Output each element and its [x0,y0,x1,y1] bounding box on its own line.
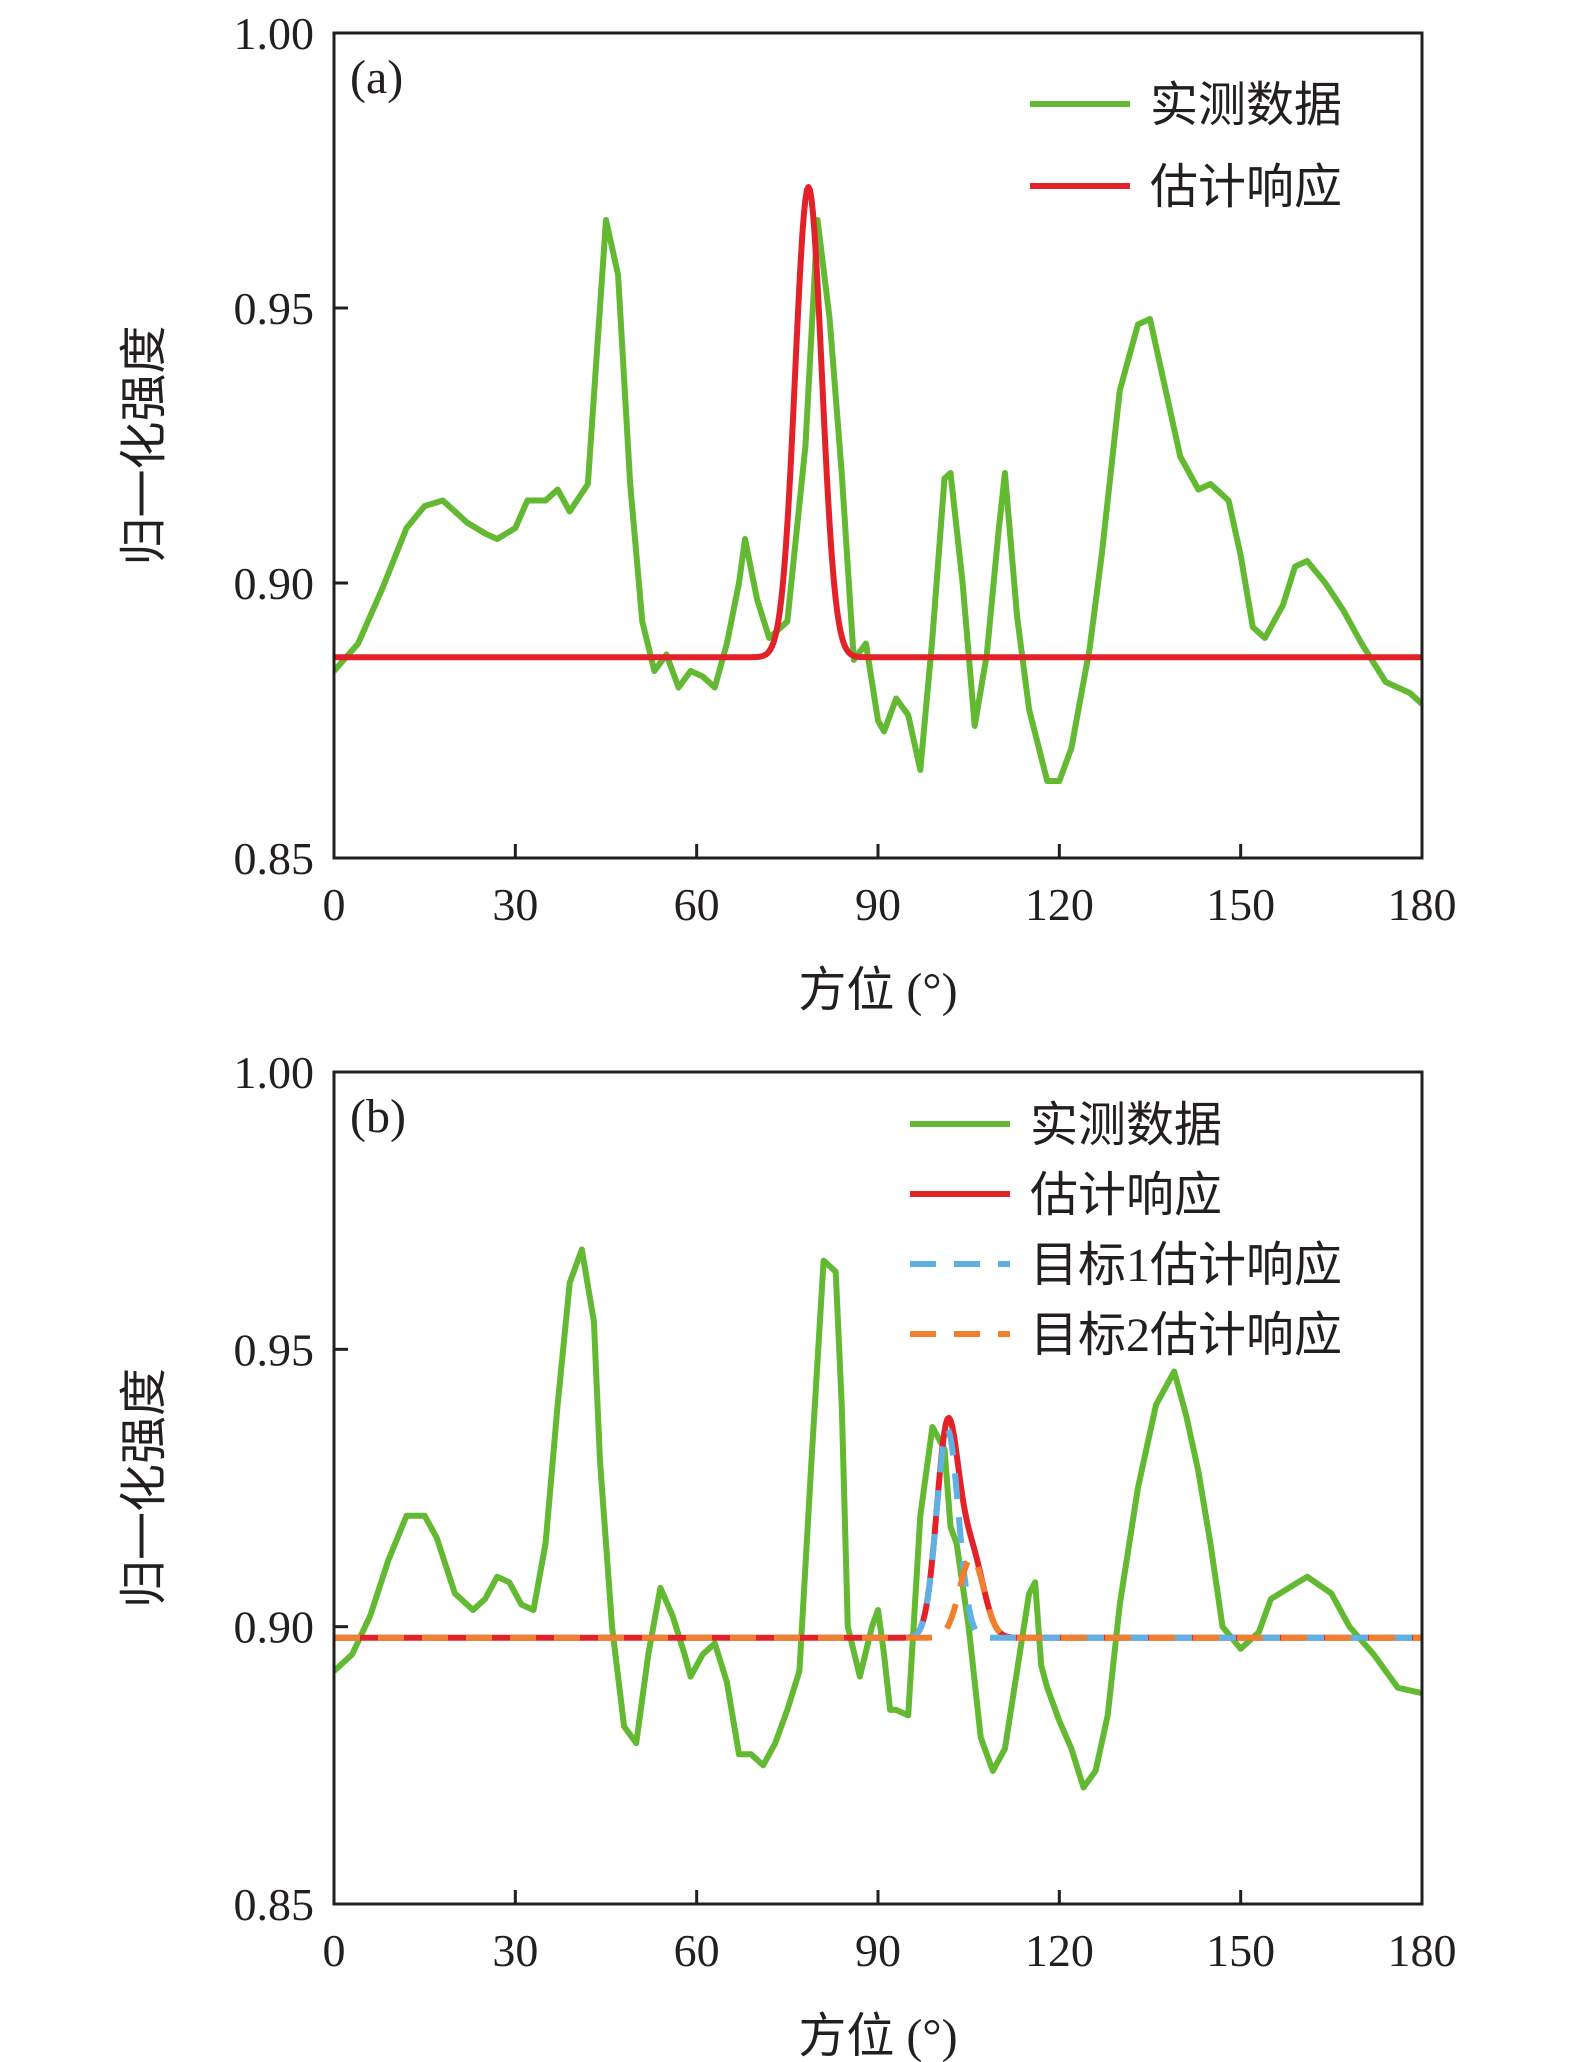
legend-label: 目标1估计响应 [1030,1239,1342,1292]
plot-frame [332,31,1424,860]
y-tick-label: 0.85 [234,1879,315,1930]
x-tick-label: 90 [855,879,901,930]
legend-label: 目标2估计响应 [1030,1309,1342,1362]
series-line-2 [334,184,1422,661]
x-tick-label: 30 [492,879,538,930]
plot-area [334,1246,1422,1791]
x-tick-label: 120 [1025,879,1094,930]
y-tick-label: 0.95 [234,1324,315,1375]
y-tick-label: 1.00 [234,1047,315,1098]
legend-label: 实测数据 [1150,79,1342,132]
series-line-4 [334,1554,1422,1641]
y-axis-title: 归一化强度 [118,325,171,565]
plot-frame [332,1070,1424,1906]
x-tick-label: 150 [1206,879,1275,930]
y-tick-label: 1.00 [234,8,315,59]
plot-area [334,184,1422,784]
series-line-1 [334,217,1422,784]
legend-label: 估计响应 [1030,1169,1222,1222]
legend-label: 实测数据 [1030,1099,1222,1152]
x-tick-label: 0 [323,1925,346,1976]
chart-panel-1: 0 30 60 90 120 150 180 0.85 0.90 0.95 1.00 方位 (°) 归一… [118,8,1457,1017]
y-axis-title: 归一化强度 [118,1368,171,1608]
chart-panel-2: 0 30 60 90 120 150 180 0.85 0.90 0.95 1.00 方位 (°) 归一… [118,1047,1457,2062]
y-tick-label: 0.95 [234,283,315,334]
x-tick-label: 180 [1388,879,1457,930]
x-axis-title: 方位 (°) [798,2010,957,2062]
series-line-1 [334,1246,1422,1791]
x-axis-title: 方位 (°) [798,964,957,1017]
x-tick-label: 0 [323,879,346,930]
y-tick-label: 0.90 [234,558,315,609]
x-tick-label: 30 [492,1925,538,1976]
x-tick-label: 60 [674,1925,720,1976]
x-tick-label: 60 [674,879,720,930]
x-tick-label: 180 [1388,1925,1457,1976]
x-tick-label: 90 [855,1925,901,1976]
x-tick-label: 150 [1206,1925,1275,1976]
series-line-3 [334,1426,1422,1641]
panel-label: (a) [350,51,403,104]
series-line-2 [334,1414,1422,1641]
y-tick-label: 0.85 [234,833,315,884]
y-tick-label: 0.90 [234,1602,315,1653]
x-tick-label: 120 [1025,1925,1094,1976]
panel-label: (b) [350,1090,406,1143]
legend-label: 估计响应 [1150,161,1342,214]
